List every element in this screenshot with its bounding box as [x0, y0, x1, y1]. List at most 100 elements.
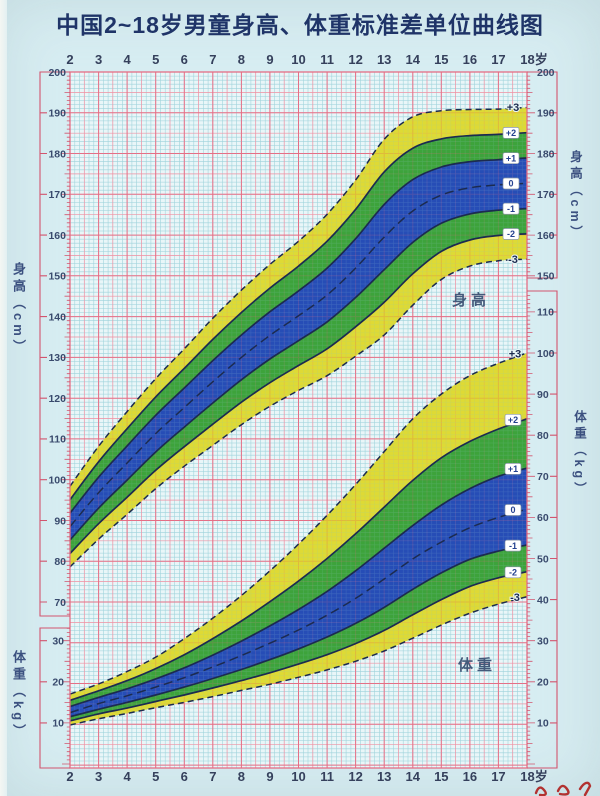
age-label-top: 15: [434, 52, 448, 67]
tick-label: 10: [537, 718, 549, 730]
age-label-top: 9: [266, 52, 273, 67]
tick-label: 100: [48, 475, 66, 487]
weight-band-+3-to--3: [70, 353, 527, 725]
tick-label: 100: [537, 348, 555, 360]
weight-curve--2: [69, 570, 528, 722]
age-label-top: 3: [95, 52, 102, 67]
age-label-bottom: 17: [491, 769, 505, 784]
tick-label: 140: [48, 311, 66, 323]
age-label-bottom: 8: [238, 769, 245, 784]
tick-label: 20: [537, 677, 549, 689]
age-label-bottom: 6: [181, 769, 188, 784]
tick-label: 150: [537, 271, 555, 283]
height-sd-label--3: -3: [508, 254, 518, 266]
tick-label: 180: [537, 148, 555, 160]
height-curve-0: [69, 182, 528, 528]
weight-sd-box--2: [504, 566, 522, 579]
tick-label: 170: [537, 189, 555, 201]
left-weight-axis-title: 体重（kg）: [11, 650, 26, 742]
height-sd-label--1: -1: [507, 204, 515, 214]
tick-label: 160: [48, 230, 66, 242]
height-sd-label--2: -2: [507, 229, 515, 239]
weight-curve-+1: [69, 467, 528, 708]
height-sd-box-+1: [502, 152, 520, 165]
axis-tick-labels: 2001901801701601501401301201101009080703…: [48, 67, 554, 730]
tick-label: 150: [48, 271, 66, 283]
tick-label: 120: [48, 393, 66, 405]
left-height-axis-title: 身高（cm）: [11, 262, 26, 357]
weight-curves: [69, 352, 528, 726]
age-label-top: 5: [152, 52, 159, 67]
height-curve-+3: [69, 106, 528, 487]
weight-curve-+3: [69, 352, 528, 695]
weight-sd-box--1: [504, 539, 522, 552]
age-label-top: 16: [463, 52, 477, 67]
signature-stroke: [578, 781, 592, 796]
weight-curve--3: [69, 595, 528, 726]
weight-band-+1-to--1: [70, 468, 527, 717]
weight-sd-label-0: 0: [510, 505, 515, 515]
weight-band-+2-to--2: [70, 418, 527, 721]
signature-calligraphy: [534, 781, 592, 796]
age-label-bottom: 4: [124, 769, 132, 784]
age-label-bottom: 16: [463, 769, 477, 784]
tick-label: 30: [52, 636, 64, 648]
tick-label: 80: [537, 430, 549, 442]
weight-sd-box-+1: [504, 463, 522, 475]
signature-stroke: [556, 784, 570, 796]
weight-curve-0: [69, 508, 528, 714]
age-label-top: 8: [238, 52, 245, 67]
age-label-bottom: 15: [434, 769, 448, 784]
tick-label: 190: [537, 108, 555, 120]
weight-sd-label--3: -3: [510, 592, 520, 604]
weight-sd-label-+3: +3: [509, 349, 522, 361]
weight-bands: [70, 353, 527, 725]
tick-label: 180: [48, 148, 66, 160]
height-bands: [70, 107, 527, 567]
age-label-top: 10: [291, 52, 305, 67]
tick-label: 200: [537, 67, 555, 79]
tick-label: 190: [48, 108, 66, 120]
age-label-bottom: 14: [406, 769, 421, 784]
tick-label: 90: [54, 515, 66, 527]
height-sd-box--2: [502, 228, 520, 240]
age-label-bottom: 12: [348, 769, 362, 784]
tick-label: 20: [52, 677, 64, 689]
weight-sd-box-+2: [504, 413, 522, 426]
tick-label: 10: [52, 718, 64, 730]
signature-stroke: [534, 786, 547, 796]
tick-label: 60: [537, 512, 549, 524]
tick-label: 130: [48, 352, 66, 364]
height-section-label: 身高: [452, 292, 491, 309]
height-band-+1-to--1: [70, 158, 527, 540]
height-sd-box--1: [502, 202, 520, 215]
tick-label: 30: [537, 636, 549, 648]
weight-curve-+2: [69, 417, 528, 702]
height-sd-label-+2: +2: [506, 128, 516, 138]
age-label-top: 14: [406, 52, 421, 67]
tick-label: 200: [48, 67, 66, 79]
age-label-bottom: 5: [152, 769, 159, 784]
weight-sd-box-0: [504, 504, 522, 516]
tick-label: 70: [54, 597, 66, 609]
age-label-bottom: 2: [66, 769, 73, 784]
height-sd-labels: +3 +2 +1 0 -1 -2 -3: [502, 101, 520, 267]
axis-frame: [39, 71, 558, 769]
age-label-bottom: 18岁: [520, 769, 547, 784]
age-label-bottom: 11: [320, 769, 334, 784]
age-axis-labels: 2 2 3 3 4 4 5 5 6 6 7 7 8 8 9 9 10 10 11 11 12 12 13 13 14 14 15 15…: [66, 52, 547, 784]
age-label-top: 17: [491, 52, 505, 67]
right-height-axis-title: 身高（cm）: [568, 150, 582, 243]
age-label-bottom: 10: [291, 769, 305, 784]
height-sd-box-+2: [502, 127, 520, 139]
height-sd-box-0: [502, 177, 520, 190]
weight-curve--1: [69, 544, 528, 718]
age-label-top: 13: [377, 52, 391, 67]
height-sd-label-+3: +3: [507, 102, 520, 114]
tick-label: 80: [54, 556, 66, 568]
tick-label: 70: [537, 471, 549, 483]
chart-title: 中国2~18岁男童身高、体重标准差单位曲线图: [56, 12, 544, 38]
tick-label: 110: [537, 307, 554, 319]
age-label-bottom: 3: [95, 769, 102, 784]
height-curve--3: [69, 258, 528, 568]
